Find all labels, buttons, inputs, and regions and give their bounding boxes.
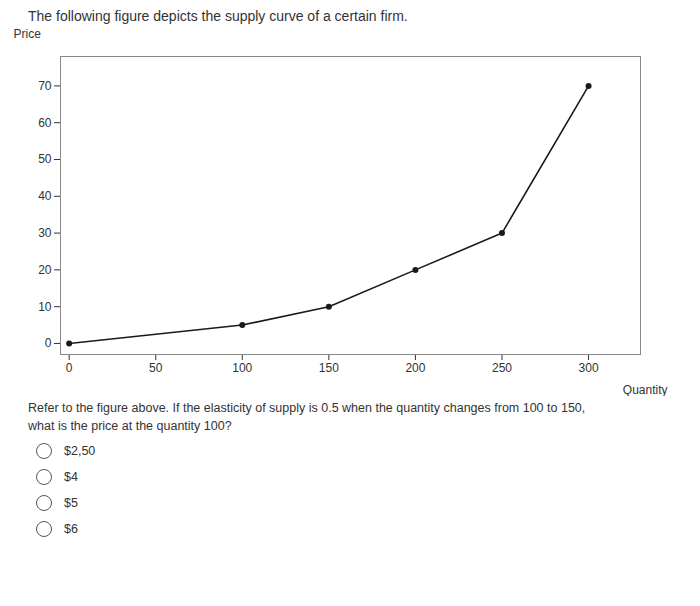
- html-text:what is the price at the quant: what is the price at the quantity 100?: [28, 418, 232, 433]
- svg-text:250: 250: [492, 361, 512, 375]
- svg-text:20: 20: [38, 263, 52, 277]
- svg-text:0: 0: [45, 336, 52, 350]
- svg-text:0: 0: [66, 361, 73, 375]
- svg-text:50: 50: [149, 361, 163, 375]
- svg-text:Price: Price: [14, 27, 42, 41]
- svg-text:70: 70: [38, 79, 52, 93]
- html-text:The following figure depicts t: The following figure depicts the supply …: [28, 8, 408, 24]
- svg-text:Quantity: Quantity: [623, 383, 668, 397]
- svg-text:60: 60: [38, 116, 52, 130]
- html-text:$2,50: $2,50: [64, 444, 96, 458]
- html-text:$6: $6: [64, 522, 78, 536]
- svg-text:30: 30: [38, 226, 52, 240]
- svg-text:10: 10: [38, 300, 52, 314]
- svg-text:200: 200: [405, 361, 425, 375]
- svg-text:50: 50: [38, 152, 52, 166]
- html-text:Refer to the figure above. If: Refer to the figure above. If the elasti…: [28, 401, 586, 415]
- svg-text:150: 150: [319, 361, 339, 375]
- svg-text:40: 40: [38, 189, 52, 203]
- html-text:$4: $4: [64, 470, 78, 484]
- svg-text:100: 100: [232, 361, 252, 375]
- svg-text:300: 300: [579, 361, 599, 375]
- html-text:$5: $5: [64, 496, 78, 510]
